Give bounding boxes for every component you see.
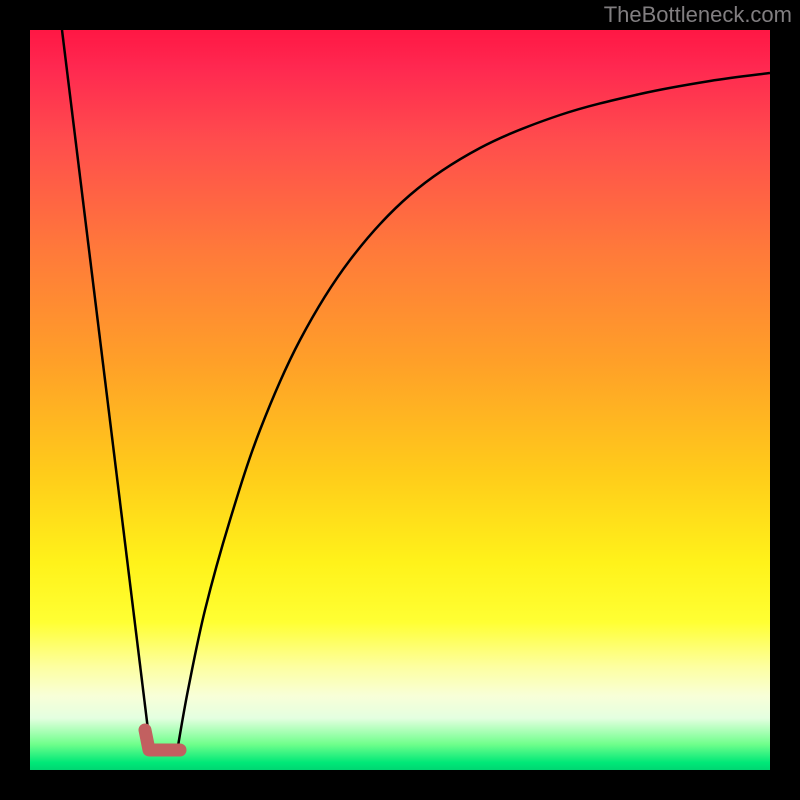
gradient-background — [30, 30, 770, 770]
watermark-text: TheBottleneck.com — [604, 2, 792, 28]
chart-plot-area — [30, 30, 770, 770]
